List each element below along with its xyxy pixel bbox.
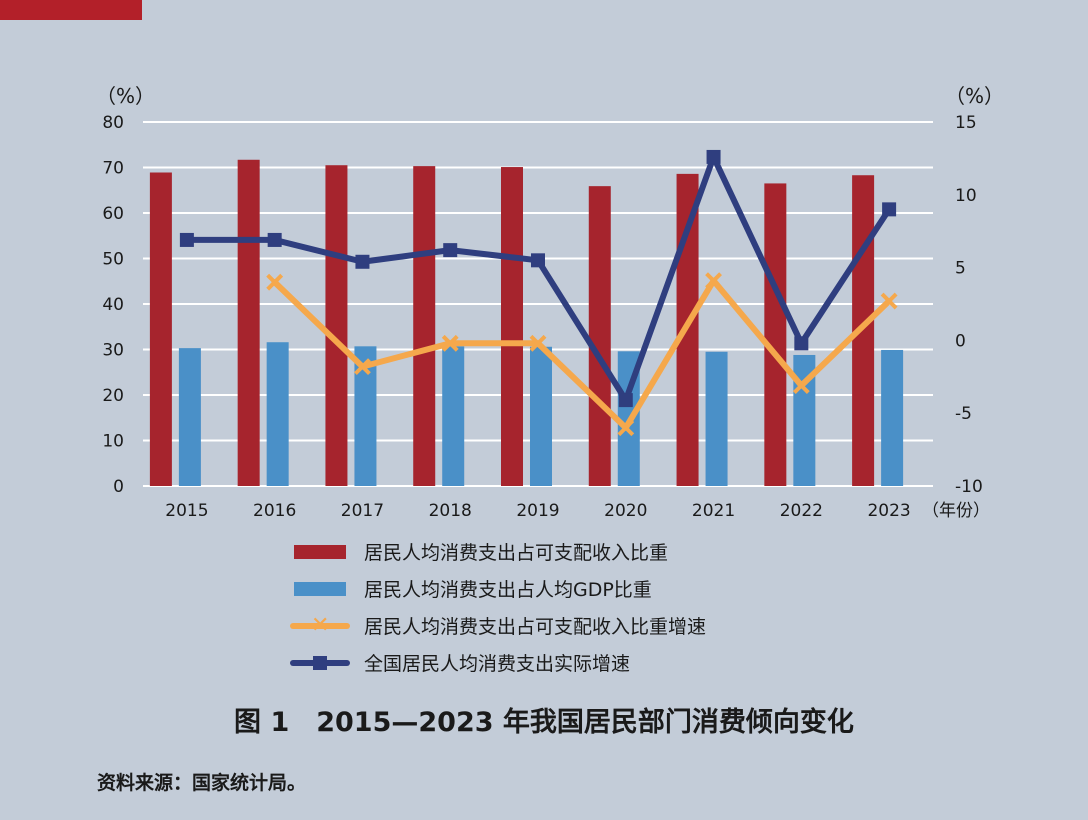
x-tick-label: 2018 bbox=[429, 501, 472, 521]
marker-x-stroke bbox=[792, 377, 810, 394]
bar bbox=[588, 186, 611, 486]
right-tick-label: 10 bbox=[955, 186, 977, 206]
bar bbox=[881, 349, 904, 486]
left-axis-unit: （%） bbox=[96, 84, 155, 108]
bar bbox=[501, 167, 523, 487]
left-tick-label: 60 bbox=[102, 204, 124, 224]
marker-x bbox=[441, 334, 459, 352]
left-tick-label: 40 bbox=[102, 295, 124, 315]
marker-x-stroke bbox=[529, 334, 547, 352]
marker-x bbox=[266, 273, 284, 291]
x-axis-unit: （年份） bbox=[922, 501, 990, 521]
legend-item: ✕ 居民人均消费支出占可支配收入比重增速 bbox=[290, 607, 706, 644]
right-tick-label: 5 bbox=[955, 259, 966, 279]
right-axis-unit: （%） bbox=[945, 84, 1004, 108]
marker-square bbox=[355, 254, 370, 269]
bar bbox=[705, 351, 728, 486]
bar bbox=[178, 348, 201, 486]
legend: 居民人均消费支出占可支配收入比重 居民人均消费支出占人均GDP比重 ✕ 居民人均… bbox=[290, 533, 706, 681]
legend-swatch-bar-gdp bbox=[290, 571, 350, 607]
marker-x bbox=[880, 292, 898, 310]
x-tick-label: 2022 bbox=[780, 501, 823, 521]
series-line bbox=[271, 277, 893, 431]
marker-x bbox=[529, 334, 547, 352]
bar bbox=[354, 346, 377, 486]
left-tick-label: 0 bbox=[113, 477, 124, 497]
top-accent-bar bbox=[0, 0, 142, 20]
x-tick-label: 2021 bbox=[692, 501, 735, 521]
axis-labels: 0 10 20 30 40 50 60 70 80 -10 -5 0 5 10 15 2015 2016 2017… bbox=[102, 113, 982, 521]
x-tick-label: 2020 bbox=[604, 501, 647, 521]
x-tick-label: 2015 bbox=[165, 501, 208, 521]
marker-square bbox=[267, 232, 282, 247]
left-tick-label: 20 bbox=[102, 386, 124, 406]
bar bbox=[530, 346, 552, 486]
marker-square bbox=[618, 393, 633, 408]
right-tick-label: 15 bbox=[955, 113, 977, 133]
legend-swatch-line-real bbox=[290, 645, 350, 681]
bar bbox=[325, 165, 348, 486]
figure-caption: 图 1 2015—2023 年我国居民部门消费倾向变化 bbox=[234, 707, 854, 738]
legend-item: 居民人均消费支出占人均GDP比重 bbox=[290, 570, 706, 607]
right-tick-label: -5 bbox=[955, 404, 972, 424]
bar bbox=[266, 342, 289, 486]
bar bbox=[413, 166, 436, 486]
left-tick-label: 50 bbox=[102, 250, 124, 270]
marker-x-stroke bbox=[705, 272, 722, 290]
marker-x bbox=[617, 419, 635, 437]
marker-x-stroke bbox=[617, 419, 635, 437]
legend-label: 居民人均消费支出占可支配收入比重 bbox=[364, 542, 669, 564]
marker-x-stroke bbox=[354, 358, 371, 376]
left-tick-label: 10 bbox=[102, 432, 124, 452]
marker-square bbox=[531, 253, 545, 268]
marker-x bbox=[354, 358, 371, 376]
bar bbox=[442, 346, 465, 486]
bar bbox=[237, 159, 260, 486]
left-tick-label: 80 bbox=[102, 113, 124, 133]
x-tick-label: 2019 bbox=[516, 501, 559, 521]
marker-square bbox=[179, 232, 194, 247]
legend-swatch-line-growth: ✕ bbox=[290, 608, 350, 644]
bar bbox=[149, 172, 172, 486]
left-tick-label: 30 bbox=[102, 341, 124, 361]
lines bbox=[179, 149, 898, 437]
marker-square bbox=[443, 243, 458, 258]
legend-label: 全国居民人均消费支出实际增速 bbox=[364, 653, 631, 675]
bar bbox=[764, 183, 787, 487]
right-tick-label: 0 bbox=[955, 331, 966, 351]
marker-x-stroke bbox=[266, 273, 284, 291]
right-tick-label: -10 bbox=[955, 477, 983, 497]
x-tick-label: 2017 bbox=[341, 501, 384, 521]
x-tick-label: 2016 bbox=[253, 501, 296, 521]
left-tick-label: 70 bbox=[102, 159, 124, 179]
legend-swatch-bar-income bbox=[290, 534, 350, 570]
marker-square bbox=[882, 202, 897, 217]
legend-label: 居民人均消费支出占人均GDP比重 bbox=[364, 579, 652, 601]
x-tick-label: 2023 bbox=[867, 501, 910, 521]
marker-x-stroke bbox=[441, 334, 459, 352]
chart: 0 10 20 30 40 50 60 70 80 -10 -5 0 5 10 15 2015 2016 2017… bbox=[96, 84, 1004, 521]
legend-item: 全国居民人均消费支出实际增速 bbox=[290, 644, 706, 681]
marker-square bbox=[794, 336, 809, 351]
marker-x bbox=[792, 377, 810, 394]
marker-square bbox=[706, 149, 721, 164]
legend-label: 居民人均消费支出占可支配收入比重增速 bbox=[364, 616, 707, 638]
marker-x bbox=[705, 272, 722, 290]
source-note: 资料来源：国家统计局。 bbox=[97, 772, 307, 794]
legend-item: 居民人均消费支出占可支配收入比重 bbox=[290, 533, 706, 570]
marker-x-stroke bbox=[880, 292, 898, 310]
